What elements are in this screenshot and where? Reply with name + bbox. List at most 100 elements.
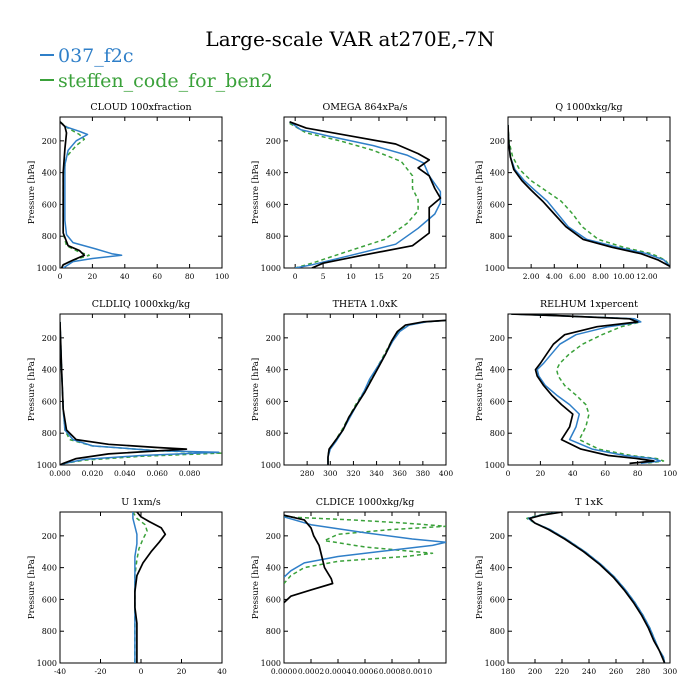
series-group <box>526 512 666 663</box>
series-group <box>284 514 446 604</box>
plot-frame <box>283 511 447 664</box>
y-tick-label: 200 <box>42 532 57 541</box>
y-tick-label: 600 <box>490 397 505 406</box>
series-line-green <box>511 314 665 465</box>
x-tick-label: 100 <box>663 469 678 478</box>
x-tick-label: 300 <box>323 469 338 478</box>
series-line-blue <box>284 516 446 578</box>
y-tick-label: 800 <box>266 627 281 636</box>
x-tick-label: 0.0008 <box>379 667 405 676</box>
x-tick-label: 15 <box>374 272 384 281</box>
x-tick-label: 10 <box>346 272 356 281</box>
y-tick-label: 600 <box>42 397 57 406</box>
x-tick-label: 0.0000 <box>271 667 297 676</box>
series-group <box>60 321 222 465</box>
x-tick-label: 100 <box>215 272 230 281</box>
x-tick-label: 0.0004 <box>325 667 351 676</box>
x-tick-label: 300 <box>663 667 678 676</box>
y-tick-label: 200 <box>266 532 281 541</box>
series-line-blue <box>527 512 666 663</box>
y-tick-label: 600 <box>42 200 57 209</box>
plot-frame <box>507 313 671 466</box>
x-tick-label: 20 <box>536 469 546 478</box>
x-tick-label: 25 <box>430 272 440 281</box>
x-tick-label: 280 <box>300 469 315 478</box>
x-tick-label: 0.0002 <box>298 667 324 676</box>
x-tick-label: 0.0006 <box>352 667 378 676</box>
x-tick-label: 40 <box>120 272 130 281</box>
panel-title: CLOUD 100xfraction <box>90 102 191 113</box>
x-tick-label: 320 <box>346 469 361 478</box>
y-tick-label: 800 <box>42 627 57 636</box>
series-line-black <box>284 514 334 604</box>
x-tick-label: 0.020 <box>82 469 104 478</box>
series-line-black <box>528 512 666 663</box>
series-line-black <box>327 319 446 465</box>
chart-panel: CLDICE 1000xkg/kg Pressure [hPa] 200 400 600… <box>251 497 447 676</box>
y-tick-label: 200 <box>266 334 281 343</box>
y-axis-label: Pressure [hPa] <box>475 358 485 421</box>
y-tick-label: 1000 <box>485 264 505 273</box>
y-tick-label: 200 <box>42 334 57 343</box>
chart-panel: Q 1000xkg/kg Pressure [hPa] 200 400 600 800 10… <box>475 102 671 281</box>
panel-title: T 1xK <box>575 497 604 508</box>
legend-item-037-f2c: 037_f2c <box>40 45 134 67</box>
y-tick-label: 600 <box>266 595 281 604</box>
x-tick-label: 180 <box>501 667 516 676</box>
y-tick-label: 600 <box>490 200 505 209</box>
plot-frame <box>283 313 447 466</box>
figure-title: Large-scale VAR at270E,-7N <box>205 27 495 51</box>
x-tick-label: 4.00 <box>546 272 563 281</box>
y-tick-label: 200 <box>42 137 57 146</box>
y-tick-label: 1000 <box>37 659 57 668</box>
y-axis-label: Pressure [hPa] <box>251 358 261 421</box>
y-tick-label: 600 <box>266 200 281 209</box>
y-tick-label: 400 <box>42 366 57 375</box>
legend-label: steffen_code_for_ben2 <box>58 70 273 92</box>
y-tick-label: 200 <box>490 137 505 146</box>
y-tick-label: 400 <box>490 366 505 375</box>
series-line-blue <box>511 314 662 465</box>
legend-swatch-blue <box>40 54 54 56</box>
series-line-green <box>284 516 446 584</box>
chart-panel: THETA 1.0xK Pressure [hPa] 200 400 600 800 100… <box>251 299 453 478</box>
x-tick-label: 8.00 <box>592 272 609 281</box>
x-tick-label: 0.000 <box>49 469 71 478</box>
y-axis-label: Pressure [hPa] <box>27 556 37 619</box>
series-line-blue <box>327 319 446 465</box>
y-tick-label: 600 <box>42 595 57 604</box>
y-tick-label: 800 <box>490 232 505 241</box>
series-line-blue <box>289 121 442 268</box>
x-tick-label: 20 <box>402 272 412 281</box>
series-group <box>60 121 123 268</box>
legend-item-steffen-code: steffen_code_for_ben2 <box>40 70 273 92</box>
y-tick-label: 800 <box>490 429 505 438</box>
x-tick-label: 10.00 <box>613 272 635 281</box>
plot-frame <box>507 511 671 664</box>
x-tick-label: 340 <box>369 469 384 478</box>
y-tick-label: 400 <box>42 564 57 573</box>
panel-title: THETA 1.0xK <box>333 299 399 310</box>
y-tick-label: 200 <box>490 334 505 343</box>
x-tick-label: 260 <box>609 667 624 676</box>
x-tick-label: 40 <box>217 667 227 676</box>
y-tick-label: 200 <box>490 532 505 541</box>
panel-title: OMEGA 864xPa/s <box>322 102 407 113</box>
x-tick-label: 20 <box>88 272 98 281</box>
series-line-blue <box>508 124 670 267</box>
y-tick-label: 800 <box>42 429 57 438</box>
x-tick-label: 5 <box>321 272 326 281</box>
x-tick-label: 0.080 <box>179 469 201 478</box>
panel-title: CLDICE 1000xkg/kg <box>316 497 415 508</box>
panel-title: RELHUM 1xpercent <box>540 299 638 310</box>
x-tick-label: 0 <box>139 667 144 676</box>
y-tick-label: 800 <box>266 232 281 241</box>
y-tick-label: 1000 <box>485 659 505 668</box>
x-tick-label: 0.060 <box>146 469 168 478</box>
y-tick-label: 400 <box>266 366 281 375</box>
x-tick-label: -40 <box>54 667 66 676</box>
